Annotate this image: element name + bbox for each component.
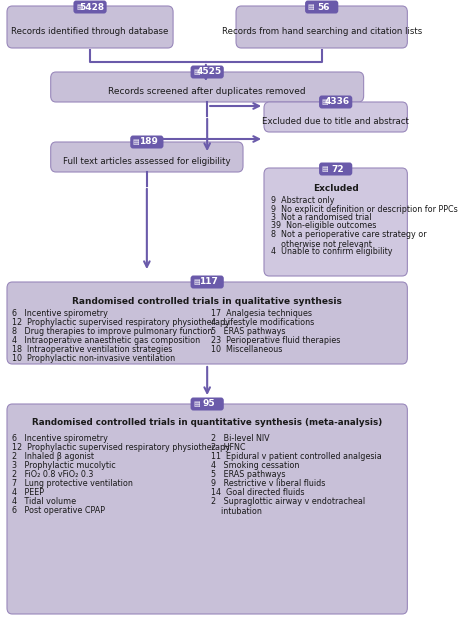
Text: 11  Epidural v patient controlled analgesia: 11 Epidural v patient controlled analges… xyxy=(210,452,382,461)
FancyBboxPatch shape xyxy=(191,397,224,411)
Text: 9  Abstract only: 9 Abstract only xyxy=(271,196,335,205)
Text: ▤: ▤ xyxy=(193,279,200,285)
FancyBboxPatch shape xyxy=(236,6,407,48)
Text: 4   PEEP: 4 PEEP xyxy=(12,488,44,497)
Text: 56: 56 xyxy=(317,2,330,11)
FancyBboxPatch shape xyxy=(7,404,407,614)
Text: 5   ERAS pathways: 5 ERAS pathways xyxy=(210,470,285,479)
Text: 23  Perioperative fluid therapies: 23 Perioperative fluid therapies xyxy=(210,336,340,345)
FancyBboxPatch shape xyxy=(7,6,173,48)
Text: 5428: 5428 xyxy=(79,2,104,11)
Text: 3  Not a randomised trial: 3 Not a randomised trial xyxy=(271,213,372,222)
Text: Randomised controlled trials in quantitative synthesis (meta-analysis): Randomised controlled trials in quantita… xyxy=(32,418,383,427)
FancyBboxPatch shape xyxy=(264,102,407,132)
Text: 10  Prophylactic non-invasive ventilation: 10 Prophylactic non-invasive ventilation xyxy=(12,354,175,363)
Text: 7   Lung protective ventilation: 7 Lung protective ventilation xyxy=(12,479,133,488)
FancyBboxPatch shape xyxy=(130,136,164,149)
Text: 12  Prophylactic supervised respiratory physiotherapy: 12 Prophylactic supervised respiratory p… xyxy=(12,443,230,452)
Text: 117: 117 xyxy=(200,277,219,287)
Text: 72: 72 xyxy=(331,164,344,174)
Text: 18  Intraoperative ventilation strategies: 18 Intraoperative ventilation strategies xyxy=(12,345,173,354)
Text: 189: 189 xyxy=(139,137,158,147)
Text: ▤: ▤ xyxy=(133,139,139,145)
Text: 8  Not a perioperative care strategy or
    otherwise not relevant: 8 Not a perioperative care strategy or o… xyxy=(271,230,427,249)
FancyBboxPatch shape xyxy=(305,1,338,14)
Text: 2   Inhaled β agonist: 2 Inhaled β agonist xyxy=(12,452,94,461)
Text: 5   ERAS pathways: 5 ERAS pathways xyxy=(210,327,285,336)
Text: 12  Prophylactic supervised respiratory physiotherapy: 12 Prophylactic supervised respiratory p… xyxy=(12,318,230,327)
Text: Randomised controlled trials in qualitative synthesis: Randomised controlled trials in qualitat… xyxy=(72,297,342,306)
Text: 2   HFNC: 2 HFNC xyxy=(210,443,245,452)
Text: 4336: 4336 xyxy=(325,98,350,106)
Text: Records screened after duplicates removed: Records screened after duplicates remove… xyxy=(109,88,306,96)
Text: 4   Lifestyle modifications: 4 Lifestyle modifications xyxy=(210,318,314,327)
Text: 4  Unable to confirm eligibility: 4 Unable to confirm eligibility xyxy=(271,247,392,256)
Text: 6   Incentive spirometry: 6 Incentive spirometry xyxy=(12,434,108,443)
FancyBboxPatch shape xyxy=(319,162,352,175)
FancyBboxPatch shape xyxy=(319,96,352,108)
Text: 8   Drug therapies to improve pulmonary function: 8 Drug therapies to improve pulmonary fu… xyxy=(12,327,213,336)
Text: ▤: ▤ xyxy=(308,4,314,10)
Text: 2   Supraglottic airway v endotracheal
    intubation: 2 Supraglottic airway v endotracheal int… xyxy=(210,497,365,516)
Text: 9   Restrictive v liberal fluids: 9 Restrictive v liberal fluids xyxy=(210,479,325,488)
Text: 3   Prophylactic mucolytic: 3 Prophylactic mucolytic xyxy=(12,461,116,470)
Text: ▤: ▤ xyxy=(193,401,200,407)
Text: ▤: ▤ xyxy=(193,69,200,75)
FancyBboxPatch shape xyxy=(264,168,407,276)
FancyBboxPatch shape xyxy=(191,65,224,78)
Text: 6   Incentive spirometry: 6 Incentive spirometry xyxy=(12,309,108,318)
Text: 9  No explicit definition or description for PPCs: 9 No explicit definition or description … xyxy=(271,205,458,213)
FancyBboxPatch shape xyxy=(7,282,407,364)
Text: ▤: ▤ xyxy=(322,166,328,172)
Text: Excluded due to title and abstract: Excluded due to title and abstract xyxy=(262,118,409,126)
FancyBboxPatch shape xyxy=(51,72,364,102)
Text: Records identified through database: Records identified through database xyxy=(11,27,169,37)
FancyBboxPatch shape xyxy=(191,276,224,289)
Text: 4   Intraoperative anaesthetic gas composition: 4 Intraoperative anaesthetic gas composi… xyxy=(12,336,201,345)
Text: 4525: 4525 xyxy=(196,68,221,77)
Text: Full text articles assessed for eligibility: Full text articles assessed for eligibil… xyxy=(63,157,231,167)
Text: 2   Bi-level NIV: 2 Bi-level NIV xyxy=(210,434,269,443)
Text: Excluded: Excluded xyxy=(313,184,358,193)
Text: 4   Tidal volume: 4 Tidal volume xyxy=(12,497,76,506)
Text: 6   Post operative CPAP: 6 Post operative CPAP xyxy=(12,506,105,515)
Text: 14  Goal directed fluids: 14 Goal directed fluids xyxy=(210,488,304,497)
Text: 2   FiO₂ 0.8 vFiO₂ 0.3: 2 FiO₂ 0.8 vFiO₂ 0.3 xyxy=(12,470,93,479)
Text: 39  Non-eligible outcomes: 39 Non-eligible outcomes xyxy=(271,221,376,231)
FancyBboxPatch shape xyxy=(51,142,243,172)
FancyBboxPatch shape xyxy=(73,1,107,14)
Text: Records from hand searching and citation lists: Records from hand searching and citation… xyxy=(221,27,422,37)
Text: 17  Analgesia techniques: 17 Analgesia techniques xyxy=(210,309,312,318)
Text: ▤: ▤ xyxy=(322,99,328,105)
Text: 95: 95 xyxy=(202,399,215,409)
Text: 4   Smoking cessation: 4 Smoking cessation xyxy=(210,461,299,470)
Text: 10  Miscellaneous: 10 Miscellaneous xyxy=(210,345,282,354)
Text: ▤: ▤ xyxy=(76,4,82,10)
